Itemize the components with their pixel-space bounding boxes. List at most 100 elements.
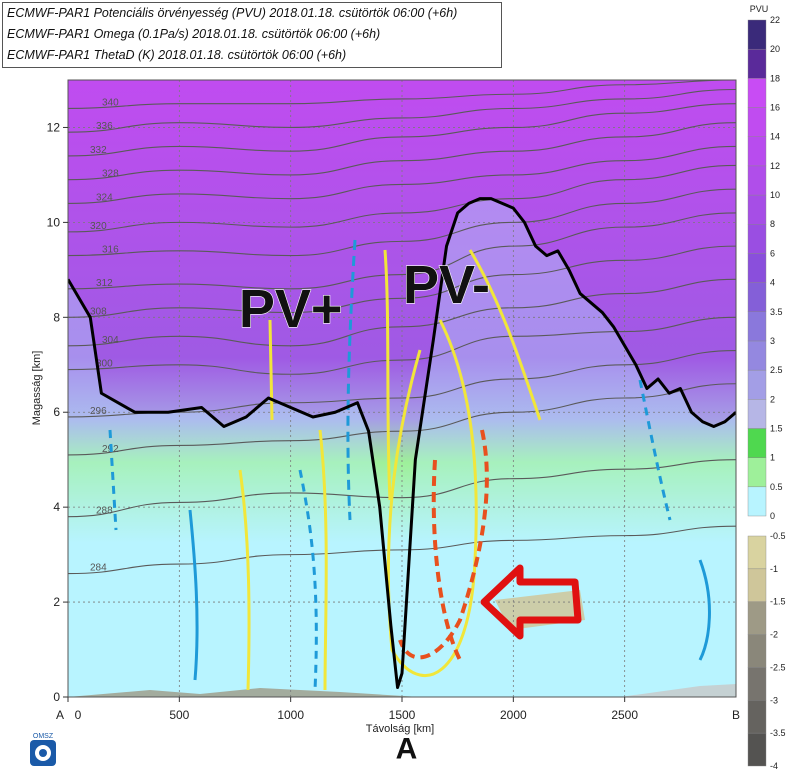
pv-colorbar-label: 8 xyxy=(770,219,775,229)
legend-box: ECMWF-PAR1 Potenciális örvényesség (PVU)… xyxy=(2,2,502,68)
theta-contour xyxy=(68,245,736,318)
omega-colorbar-label: -2 xyxy=(770,630,778,640)
pv-colorbar-swatch xyxy=(747,19,767,50)
omega-colorbar: -0.5 -1 -1.5 -2 -2.5 -3 -3.5 -4 xyxy=(747,531,786,771)
omega-contour xyxy=(398,429,489,660)
pv2-contour xyxy=(68,197,736,690)
pv-colorbar-label: 14 xyxy=(770,132,780,142)
legend-pv: ECMWF-PAR1 Potenciális örvényesség (PVU)… xyxy=(7,6,458,20)
theta-contour xyxy=(68,80,736,110)
theta-contour-label: 312 xyxy=(96,278,113,289)
pv-colorbar-label: 6 xyxy=(770,248,775,258)
theta-contour xyxy=(68,525,736,575)
omega-colorbar-label: -0.5 xyxy=(770,531,786,541)
pv-colorbar-label: 20 xyxy=(770,44,780,54)
y-tick-label: 4 xyxy=(53,500,60,514)
omega-colorbar-swatch xyxy=(747,732,767,767)
omega-contour xyxy=(188,509,199,681)
troposphere-fill xyxy=(68,198,736,697)
x-tick-layer: 0 500 1000 1500 2000 2500 A B xyxy=(56,697,740,722)
pv-colorbar-swatch xyxy=(747,78,767,108)
omega-contour xyxy=(346,239,357,521)
pv-colorbar-swatch xyxy=(747,340,767,371)
theta-contour xyxy=(68,383,736,456)
x-tick-label: 1000 xyxy=(277,708,304,722)
pv-colorbar-label: 1 xyxy=(770,453,775,463)
theta-contour-label: 324 xyxy=(96,192,113,203)
omega-contour-layer xyxy=(108,239,711,691)
x-tick-label: 500 xyxy=(169,708,189,722)
theta-contour xyxy=(68,212,736,290)
omega-contour xyxy=(468,249,542,421)
y-tick-label: 12 xyxy=(47,120,61,134)
section-marker-a: A xyxy=(396,733,418,766)
omega-colorbar-label: -1 xyxy=(770,564,778,574)
theta-contour xyxy=(68,103,736,157)
surface-terrain xyxy=(68,688,420,697)
pv-colorbar-label: 22 xyxy=(770,15,780,25)
pv-colorbar-swatch xyxy=(747,311,767,342)
omega-contour xyxy=(386,319,478,677)
pv-colorbar-swatch xyxy=(747,399,767,429)
pv-background xyxy=(68,80,736,697)
pv-colorbar-swatch xyxy=(747,486,767,517)
theta-contour xyxy=(68,316,736,375)
pv-colorbar-label: 1.5 xyxy=(770,423,783,433)
theta-contour xyxy=(68,122,736,181)
pv-colorbar-swatch xyxy=(747,457,767,488)
pv-colorbar-unit: PVU xyxy=(750,4,769,14)
theta-contour-label: 296 xyxy=(90,406,107,417)
pv-colorbar-label: 2.5 xyxy=(770,365,783,375)
theta-contour xyxy=(68,164,736,233)
omega-contour xyxy=(108,429,118,531)
omega-colorbar-swatch xyxy=(747,634,767,668)
pv-colorbar-label: 3.5 xyxy=(770,307,783,317)
y-tick-label: 10 xyxy=(47,215,61,229)
pv-colorbar-swatch xyxy=(747,369,767,400)
pv-colorbar-label: 16 xyxy=(770,103,780,113)
pv-colorbar-swatch xyxy=(747,48,767,79)
pv-colorbar-label: 2 xyxy=(770,394,775,404)
x-tick-label: 1500 xyxy=(389,708,416,722)
omega-contour xyxy=(638,379,672,521)
pv-colorbar-swatch xyxy=(747,224,767,254)
y-tick-layer: 0 2 4 6 8 10 12 xyxy=(47,120,68,704)
theta-contour-label: 328 xyxy=(102,169,119,180)
omega-colorbar-swatch xyxy=(747,667,767,701)
y-tick-label: 0 xyxy=(53,690,60,704)
pv-colorbar-label: 0 xyxy=(770,511,775,521)
omsz-logo: OMSZ xyxy=(30,733,56,766)
pv-colorbar-label: 10 xyxy=(770,190,780,200)
theta-contour-label: 288 xyxy=(96,506,113,517)
x-end-label: B xyxy=(732,708,740,722)
theta-contour-label: 320 xyxy=(90,221,107,232)
x-tick-label: 0 xyxy=(75,708,82,722)
pv-colorbar-swatch xyxy=(747,282,767,312)
pv-colorbar-swatch xyxy=(747,107,767,137)
omega-contour xyxy=(431,459,462,661)
omega-colorbar-swatch xyxy=(747,568,767,602)
omega-colorbar-swatch xyxy=(747,601,767,635)
pv2-contour-layer xyxy=(68,197,736,690)
theta-contour-layer: 2842882922963003043083123163203243283323… xyxy=(68,80,736,575)
omega-colorbar-label: -4 xyxy=(770,761,778,771)
omega-colorbar-label: -3 xyxy=(770,695,778,705)
omega-colorbar-swatch xyxy=(747,535,767,570)
pv-colorbar-swatch xyxy=(747,194,767,225)
legend-theta: ECMWF-PAR1 ThetaD (K) 2018.01.18. csütör… xyxy=(7,48,347,62)
y-tick-label: 2 xyxy=(53,595,60,609)
x-axis-title: Távolság [km] xyxy=(366,723,434,735)
x-start-label: A xyxy=(56,708,64,722)
pv-colorbar-label: 4 xyxy=(770,278,775,288)
theta-contour-label: 336 xyxy=(96,121,113,132)
theta-contour-label: 340 xyxy=(102,97,119,108)
pv-colorbar-label: 3 xyxy=(770,336,775,346)
legend-omega: ECMWF-PAR1 Omega (0.1Pa/s) 2018.01.18. c… xyxy=(7,27,381,41)
y-tick-label: 8 xyxy=(53,310,60,324)
omega-contour xyxy=(298,469,318,691)
omega-colorbar-swatch xyxy=(747,700,767,734)
pv-colorbar-swatch xyxy=(747,253,767,283)
theta-contour-label: 332 xyxy=(90,145,107,156)
